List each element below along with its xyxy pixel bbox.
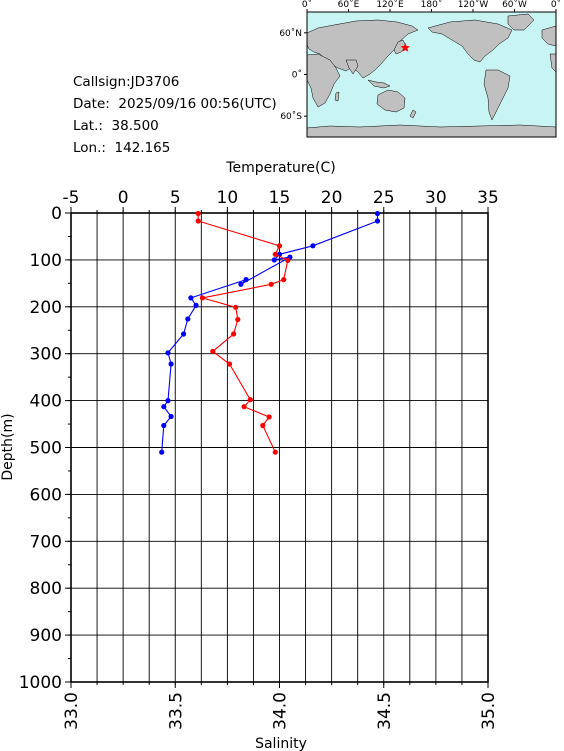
temperature-point bbox=[168, 361, 174, 367]
map-lon-label: 0˚ bbox=[551, 0, 561, 10]
salinity-point bbox=[272, 449, 278, 455]
salinity-point bbox=[231, 331, 237, 337]
y-axis-tick-label: 800 bbox=[30, 579, 62, 599]
salinity-point bbox=[235, 316, 241, 323]
temperature-point bbox=[161, 422, 167, 429]
top-axis-tick-label: 15 bbox=[269, 188, 291, 208]
station-date: Date: 2025/09/16 00:56(UTC) bbox=[73, 96, 277, 112]
station-callsign: Callsign:JD3706 bbox=[73, 74, 180, 90]
station-longitude: Lon.: 142.165 bbox=[73, 140, 171, 156]
y-axis-tick-label: 1000 bbox=[19, 673, 62, 693]
land-new-zealand bbox=[409, 109, 417, 119]
salinity-point bbox=[272, 251, 278, 257]
salinity-point bbox=[247, 397, 253, 403]
temperature-point bbox=[193, 302, 199, 308]
y-axis-tick-label: 600 bbox=[30, 485, 62, 505]
map-lon-label: 120˚E bbox=[376, 0, 404, 10]
y-axis-tick-label: 300 bbox=[30, 345, 62, 365]
temperature-point bbox=[374, 218, 381, 224]
temperature-point bbox=[271, 257, 277, 263]
temperature-point bbox=[181, 331, 187, 337]
land-indonesia bbox=[367, 79, 391, 89]
temperature-point bbox=[161, 404, 167, 410]
bottom-axis-tick-label: 34.0 bbox=[271, 692, 291, 730]
top-axis-tick-label: 20 bbox=[321, 188, 343, 208]
bottom-axis-tick-label: 33.0 bbox=[62, 692, 82, 730]
land-madagascar bbox=[334, 91, 340, 102]
y-axis-tick-label: 0 bbox=[51, 204, 62, 224]
bottom-axis-tick-label: 33.5 bbox=[166, 692, 186, 730]
land-europe-east bbox=[541, 25, 557, 47]
map-lon-label: 180˚ bbox=[421, 0, 443, 10]
top-axis-tick-label: 25 bbox=[373, 188, 395, 208]
land-south-america bbox=[483, 69, 511, 121]
bottom-axis-tick-label: 34.5 bbox=[375, 692, 395, 730]
salinity-point bbox=[195, 210, 201, 217]
temperature-point bbox=[168, 413, 174, 420]
salinity-line bbox=[197, 213, 289, 453]
salinity-point bbox=[276, 243, 283, 249]
salinity-point bbox=[226, 361, 233, 367]
map-lat-label: 0˚ bbox=[292, 70, 302, 81]
salinity-point bbox=[285, 257, 291, 263]
bottom-axis-label: Salinity bbox=[255, 736, 307, 751]
temperature-point bbox=[159, 449, 165, 455]
top-axis-tick-label: 35 bbox=[477, 188, 499, 208]
map-landmasses bbox=[306, 13, 557, 138]
map-lat-label: 60˚N bbox=[279, 28, 302, 39]
bottom-axis-tick-label: 35.0 bbox=[479, 692, 499, 730]
map-lon-label: 0˚ bbox=[302, 0, 312, 10]
salinity-point bbox=[233, 304, 239, 310]
top-axis-label: Temperature(C) bbox=[225, 160, 335, 176]
temperature-point bbox=[238, 281, 244, 287]
map-lon-label: 60˚W bbox=[502, 0, 527, 10]
top-axis-tick-label: -5 bbox=[63, 188, 80, 208]
salinity-point bbox=[266, 414, 272, 420]
land-japan bbox=[393, 39, 407, 55]
chart-series bbox=[159, 210, 381, 455]
y-axis-label: Depth(m) bbox=[0, 413, 16, 480]
salinity-point bbox=[210, 348, 216, 354]
y-axis-tick-label: 200 bbox=[30, 298, 62, 318]
temperature-point bbox=[188, 295, 194, 301]
salinity-point bbox=[268, 281, 274, 287]
top-axis-tick-label: 10 bbox=[217, 188, 239, 208]
y-axis-tick-label: 100 bbox=[30, 251, 62, 271]
temperature-point bbox=[243, 277, 249, 283]
map-ticks: 0˚ 60˚E 120˚E 180˚ 120˚W 60˚W 0˚ 60˚N 0˚ 60˚S bbox=[279, 0, 561, 122]
map-lon-label: 120˚W bbox=[458, 0, 489, 10]
temperature-point bbox=[374, 210, 381, 217]
world-map: 0˚ 60˚E 120˚E 180˚ 120˚W 60˚W 0˚ 60˚N 0˚ 60˚S bbox=[279, 0, 561, 138]
chart-grid bbox=[70, 212, 489, 683]
land-india bbox=[345, 59, 359, 75]
top-axis-tick-label: 30 bbox=[425, 188, 447, 208]
land-africa bbox=[306, 53, 341, 108]
chart-axes: -5 0 5 10 15 20 25 30 35010020030040050060070080… bbox=[19, 188, 499, 730]
temperature-point bbox=[165, 398, 171, 404]
map-lat-label: 60˚S bbox=[280, 111, 302, 122]
land-north-america bbox=[427, 19, 513, 63]
top-axis-tick-label: 0 bbox=[118, 188, 129, 208]
temperature-point bbox=[310, 243, 316, 249]
salinity-point bbox=[195, 218, 201, 224]
y-axis-tick-label: 500 bbox=[30, 439, 62, 459]
salinity-point bbox=[199, 295, 205, 301]
land-greenland bbox=[507, 13, 535, 31]
salinity-point bbox=[241, 404, 247, 410]
temperature-point bbox=[165, 350, 171, 356]
salinity-point bbox=[260, 422, 266, 429]
temperature-point bbox=[185, 316, 191, 322]
station-latitude: Lat.: 38.500 bbox=[73, 118, 159, 134]
station-marker bbox=[400, 42, 411, 52]
y-axis-tick-label: 700 bbox=[30, 532, 62, 552]
y-axis-tick-label: 900 bbox=[30, 626, 62, 646]
top-axis-tick-label: 5 bbox=[170, 188, 181, 208]
map-lon-label: 60˚E bbox=[338, 0, 360, 10]
y-axis-tick-label: 400 bbox=[30, 392, 62, 412]
land-australia bbox=[376, 89, 406, 113]
salinity-point bbox=[281, 277, 287, 283]
